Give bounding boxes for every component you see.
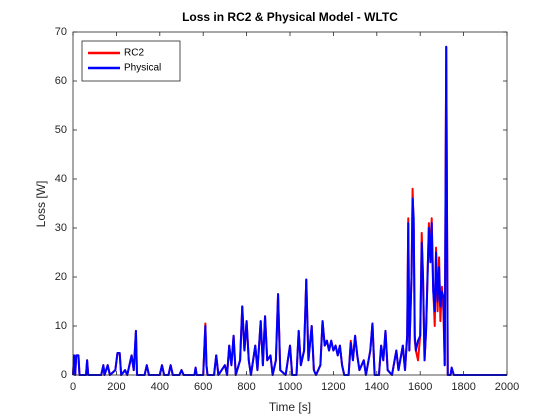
y-tick-label: 70 bbox=[55, 26, 67, 38]
x-tick-label: 1400 bbox=[365, 381, 389, 393]
x-tick-label: 800 bbox=[237, 381, 255, 393]
y-tick-label: 50 bbox=[55, 124, 67, 136]
plot-area bbox=[73, 32, 507, 375]
legend: RC2 Physical bbox=[81, 40, 181, 82]
y-tick-label: 40 bbox=[55, 173, 67, 185]
legend-label: Physical bbox=[124, 63, 161, 74]
y-tick-label: 10 bbox=[55, 320, 67, 332]
y-tick-label: 60 bbox=[55, 75, 67, 87]
x-tick-label: 600 bbox=[194, 381, 212, 393]
x-tick-label: 0 bbox=[70, 381, 76, 393]
x-tick-label: 200 bbox=[107, 381, 125, 393]
y-tick-label: 20 bbox=[55, 271, 67, 283]
chart-title: Loss in RC2 & Physical Model - WLTC bbox=[182, 10, 398, 24]
y-tick-label: 0 bbox=[61, 369, 67, 381]
legend-label: RC2 bbox=[124, 48, 144, 59]
x-axis-label: Time [s] bbox=[269, 400, 311, 414]
y-tick-label: 30 bbox=[55, 222, 67, 234]
x-tick-label: 1600 bbox=[408, 381, 432, 393]
legend-box bbox=[81, 40, 181, 82]
x-tick-label: 1000 bbox=[278, 381, 302, 393]
data-line bbox=[72, 45, 507, 376]
lines bbox=[72, 45, 507, 376]
x-tick-label: 1200 bbox=[321, 381, 345, 393]
axes: 0 200 400 600 800 1000 1200 1400 1600 1800 2000 0 10… bbox=[55, 26, 519, 393]
x-tick-label: 400 bbox=[151, 381, 169, 393]
y-axis-label: Loss [W] bbox=[34, 181, 48, 228]
x-tick-label: 1800 bbox=[451, 381, 475, 393]
x-tick-label: 2000 bbox=[495, 381, 519, 393]
